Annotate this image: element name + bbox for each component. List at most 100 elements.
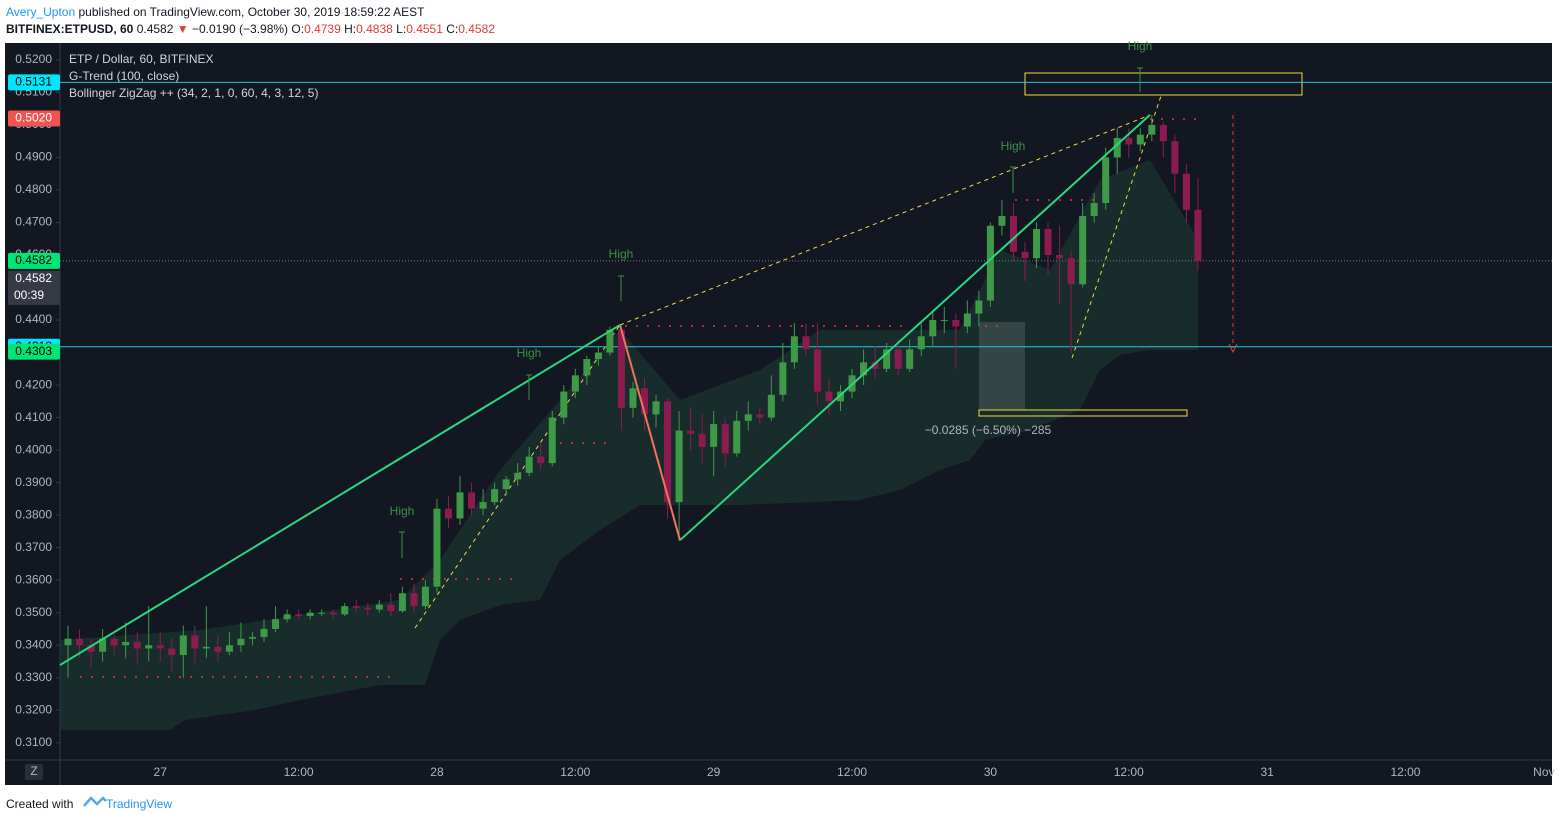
zigzag-segment <box>59 324 621 666</box>
candle-body <box>548 417 556 464</box>
annotation: High <box>609 247 634 261</box>
candle-body <box>825 391 833 402</box>
countdown: 00:39 <box>14 288 44 302</box>
candle-body <box>802 336 810 350</box>
candle-body <box>998 215 1006 226</box>
price-badge <box>8 74 60 91</box>
x-tick-label: 12:00 <box>837 765 867 779</box>
x-tick-label: 30 <box>984 765 998 779</box>
price-badge <box>8 343 60 360</box>
bollinger-cloud <box>60 160 1198 730</box>
h-label: H: <box>344 22 357 36</box>
x-tick-label: 27 <box>154 765 168 779</box>
x-tick-label: 28 <box>430 765 444 779</box>
candle-body <box>664 401 672 503</box>
candle-body <box>1136 134 1144 145</box>
annotation: High <box>1001 139 1026 153</box>
candle-body <box>318 612 326 614</box>
candle-body <box>237 638 245 646</box>
candle-body <box>191 635 199 649</box>
candle-body <box>306 612 314 616</box>
candle-body <box>883 349 891 369</box>
candle-body <box>929 320 937 337</box>
annotation: High <box>390 504 415 518</box>
candle-body <box>871 362 879 369</box>
candle-body <box>214 646 222 652</box>
symbol: BITFINEX:ETPUSD, 60 <box>6 22 134 36</box>
candle-body <box>733 420 741 454</box>
x-tick-label: 12:00 <box>1114 765 1144 779</box>
y-tick-label: 0.3400 <box>15 637 52 651</box>
candle-body <box>767 394 775 418</box>
header-line: Avery_Upton published on TradingView.com… <box>6 5 425 19</box>
candle-body <box>122 641 130 646</box>
chart-title: ETP / Dollar, 60, BITFINEX <box>69 52 214 66</box>
candle-body <box>156 645 164 649</box>
l: 0.4551 <box>406 22 443 36</box>
indicator: Bollinger ZigZag ++ (34, 2, 1, 0, 60, 4,… <box>69 86 318 100</box>
y-tick-label: 0.3300 <box>15 670 52 684</box>
price-badge-label: 0.5131 <box>15 75 52 89</box>
candle-body <box>87 645 95 652</box>
candle-body <box>1067 258 1075 285</box>
candle-body <box>1182 173 1190 210</box>
measure-box <box>978 409 1188 417</box>
price-badge-label: 0.5020 <box>15 111 52 125</box>
candle-body <box>1125 137 1133 145</box>
measure-range <box>979 322 1025 410</box>
price-badge-label: 0.4582 <box>15 253 52 267</box>
candle-body <box>641 388 648 415</box>
candle-body <box>721 424 729 454</box>
candle-body <box>1148 124 1156 135</box>
y-tick-label: 0.4400 <box>15 312 52 326</box>
z-button-bg[interactable] <box>25 764 43 780</box>
fib-lines <box>414 92 1163 629</box>
candle-body <box>537 456 545 464</box>
candle-body <box>894 349 902 369</box>
candle-body <box>606 329 614 353</box>
y-tick-label: 0.3200 <box>15 702 52 716</box>
y-tick-label: 0.3900 <box>15 475 52 489</box>
measure-label: −0.0285 (−6.50%) −285 <box>925 423 1052 437</box>
author[interactable]: Avery_Upton <box>6 5 76 19</box>
candle-body <box>479 502 487 509</box>
y-tick-label: 0.4200 <box>15 377 52 391</box>
candle-body <box>364 607 372 610</box>
candle-body <box>986 225 994 301</box>
candle-body <box>1090 202 1098 216</box>
x-tick-label: 31 <box>1260 765 1274 779</box>
candle-body <box>375 604 383 610</box>
candle-body <box>594 352 602 360</box>
candle-body <box>756 414 764 418</box>
y-tick-label: 0.3700 <box>15 540 52 554</box>
candle-body <box>433 508 441 587</box>
candle-body <box>145 645 153 649</box>
candle-body <box>260 628 268 638</box>
candle-body <box>1009 215 1017 252</box>
candle-body <box>860 362 868 376</box>
h: 0.4838 <box>356 22 393 36</box>
candle-body <box>110 638 118 646</box>
candle-body <box>272 619 280 629</box>
candle-body <box>64 638 72 646</box>
candle-body <box>710 424 718 447</box>
candle-body <box>779 362 787 395</box>
y-tick-label: 0.4700 <box>15 215 52 229</box>
candle-body <box>468 492 476 509</box>
candle-body <box>583 359 591 376</box>
candle-body <box>1194 209 1202 261</box>
candle-body <box>341 606 349 615</box>
footer-brand[interactable]: TradingView <box>106 797 172 811</box>
x-tick-label: 29 <box>707 765 721 779</box>
l-label: L: <box>396 22 407 36</box>
zigzag-levels <box>80 118 1200 678</box>
candle-body <box>398 593 406 612</box>
z-button[interactable]: Z <box>30 764 37 778</box>
candle-body <box>963 313 971 327</box>
y-tick-label: 0.3500 <box>15 605 52 619</box>
candle-body <box>1056 255 1064 259</box>
candle-body <box>975 300 983 314</box>
candle-body <box>560 391 568 418</box>
candle-body <box>1079 215 1087 285</box>
